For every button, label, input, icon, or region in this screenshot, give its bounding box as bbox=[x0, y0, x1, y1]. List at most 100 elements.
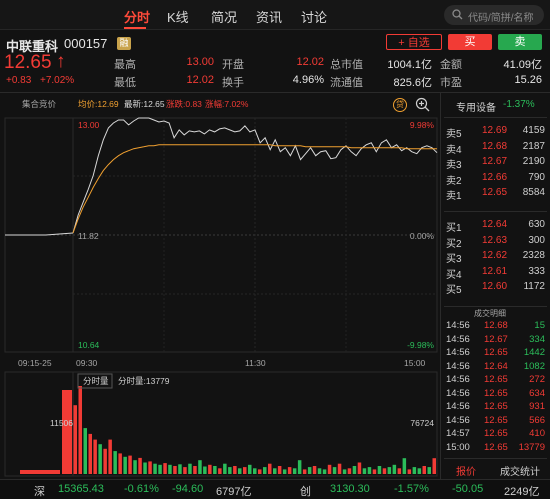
level-volume: 8584 bbox=[522, 187, 545, 198]
tick-volume: 1442 bbox=[523, 347, 545, 358]
tick-price: 12.65 bbox=[484, 374, 508, 385]
tick-time: 14:56 bbox=[446, 401, 470, 412]
tick-volume: 634 bbox=[529, 387, 545, 399]
level-label: 卖2 bbox=[446, 175, 462, 187]
tab-discussion[interactable]: 讨论 bbox=[301, 10, 328, 25]
y-right-top: 9.98% bbox=[410, 120, 435, 130]
tab-profile[interactable]: 简况 bbox=[211, 10, 238, 25]
index-sz-name[interactable]: 深 bbox=[34, 486, 45, 498]
volume-bar bbox=[387, 467, 392, 474]
volume-bar bbox=[173, 466, 177, 474]
buy-level[interactable]: 买3 12.62 2328 bbox=[444, 249, 547, 265]
sell-level[interactable]: 卖1 12.65 8584 bbox=[444, 186, 547, 202]
tick-price: 12.65 bbox=[484, 414, 508, 426]
volume-left-peak: 11506 bbox=[50, 418, 73, 428]
top-tab-bar: 分时 K线 简况 资讯 讨论 代码/简拼/名称 bbox=[0, 0, 550, 30]
volume-bar bbox=[347, 468, 352, 474]
volume-bar bbox=[352, 466, 357, 474]
volume-bar bbox=[372, 469, 377, 474]
tick-price: 12.65 bbox=[484, 441, 508, 453]
change-pct-label: 涨幅:7.02% bbox=[205, 99, 249, 109]
auction-volume-bar bbox=[20, 470, 60, 474]
volume-chart[interactable]: 分时量 分时量:13779 11506 76724 bbox=[0, 370, 440, 478]
stat-label: 总市值 bbox=[330, 59, 363, 71]
tab-timeshare[interactable]: 分时 bbox=[124, 10, 151, 25]
add-watchlist-button[interactable]: + 自选 bbox=[386, 34, 442, 50]
sell-level[interactable]: 卖4 12.68 2187 bbox=[444, 140, 547, 156]
volume-bar bbox=[322, 469, 327, 474]
stat-value: 13.00 bbox=[186, 56, 214, 68]
buy-level[interactable]: 买4 12.61 333 bbox=[444, 265, 547, 281]
volume-bar bbox=[282, 469, 287, 474]
volume-bar bbox=[248, 464, 252, 474]
volume-bar bbox=[203, 466, 207, 474]
price-change: +0.83 bbox=[6, 75, 32, 86]
volume-bar bbox=[178, 464, 182, 474]
book-divider bbox=[444, 211, 547, 212]
volume-bar bbox=[258, 469, 262, 474]
price-chart[interactable]: 13.00 11.82 10.64 9.98% 0.00% -9.98% 09:… bbox=[0, 114, 440, 376]
volume-bar bbox=[417, 468, 422, 474]
tab-trade-stats[interactable]: 成交统计 bbox=[500, 467, 540, 478]
active-tab-indicator bbox=[124, 27, 146, 29]
volume-type-label[interactable]: 分时量 bbox=[83, 376, 109, 386]
tick-row: 14:56 12.65 272 bbox=[444, 374, 547, 387]
sell-button[interactable]: 卖 bbox=[498, 34, 542, 50]
volume-bar bbox=[223, 463, 227, 474]
right-panel-divider bbox=[440, 93, 441, 479]
tick-time: 14:56 bbox=[446, 360, 470, 372]
level-volume: 630 bbox=[528, 219, 545, 230]
index-cy-pct: -1.57% bbox=[394, 483, 429, 495]
stat-label: 最高 bbox=[114, 59, 136, 71]
volume-bar bbox=[263, 467, 267, 474]
volume-bar bbox=[427, 467, 431, 474]
stat-value: 15.26 bbox=[514, 74, 542, 86]
stat-label: 开盘 bbox=[222, 59, 244, 71]
avg-price-line bbox=[72, 144, 437, 234]
divider bbox=[444, 117, 547, 118]
buy-level[interactable]: 买1 12.64 630 bbox=[444, 218, 547, 234]
volume-bar bbox=[228, 467, 232, 474]
zoom-in-icon[interactable] bbox=[415, 97, 430, 112]
level-volume: 2190 bbox=[522, 156, 545, 167]
tab-quote[interactable]: 报价 bbox=[456, 467, 476, 478]
ticks-title[interactable]: 成交明细 bbox=[474, 309, 506, 318]
volume-bar bbox=[198, 460, 202, 474]
volume-bar bbox=[213, 466, 217, 474]
x-tick: 09:15-25 bbox=[18, 358, 52, 368]
tab-news[interactable]: 资讯 bbox=[256, 10, 283, 25]
tab-kline[interactable]: K线 bbox=[167, 10, 189, 25]
loan-promo-icon[interactable]: 贷 bbox=[393, 98, 407, 112]
y-left-mid: 11.82 bbox=[78, 231, 99, 241]
index-ticker-bar: 深 15365.43 -0.61% -94.60 6797亿 创 3130.30… bbox=[0, 479, 550, 499]
sell-level[interactable]: 卖3 12.67 2190 bbox=[444, 155, 547, 171]
search-input[interactable]: 代码/简拼/名称 bbox=[444, 5, 544, 25]
tick-price: 12.65 bbox=[484, 401, 508, 412]
volume-bar bbox=[243, 467, 247, 474]
tick-row: 14:56 12.64 1082 bbox=[444, 361, 547, 374]
level-volume: 1172 bbox=[523, 281, 545, 292]
volume-bar bbox=[307, 467, 312, 474]
tick-volume: 334 bbox=[529, 333, 545, 345]
sector-change: -1.37% bbox=[503, 99, 535, 110]
volume-current-label: 分时量:13779 bbox=[118, 376, 170, 386]
level-price: 12.65 bbox=[482, 187, 508, 198]
sector-name[interactable]: 专用设备 bbox=[456, 103, 496, 114]
buy-level[interactable]: 买2 12.63 300 bbox=[444, 234, 547, 250]
tick-volume: 566 bbox=[529, 414, 545, 426]
y-left-bottom: 10.64 bbox=[78, 340, 100, 350]
index-cy-name[interactable]: 创 bbox=[300, 486, 311, 498]
volume-type-selector[interactable] bbox=[77, 373, 113, 389]
index-cy-value: 3130.30 bbox=[330, 483, 370, 495]
volume-bar bbox=[312, 466, 317, 474]
sell-level[interactable]: 卖2 12.66 790 bbox=[444, 171, 547, 187]
level-label: 卖1 bbox=[446, 191, 462, 202]
volume-bar bbox=[412, 467, 417, 474]
volume-bar bbox=[253, 468, 257, 474]
buy-level[interactable]: 买5 12.60 1172 bbox=[444, 280, 547, 296]
sell-level[interactable]: 卖5 12.69 4159 bbox=[444, 124, 547, 140]
tick-volume: 931 bbox=[529, 401, 545, 412]
buy-button[interactable]: 买 bbox=[448, 34, 492, 50]
tick-time: 14:56 bbox=[446, 414, 470, 426]
tick-volume: 410 bbox=[529, 428, 545, 439]
